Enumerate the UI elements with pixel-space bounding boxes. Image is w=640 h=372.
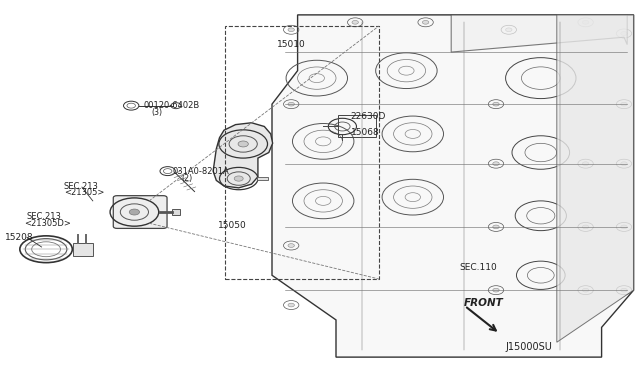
Text: (2): (2) [181,174,193,183]
Circle shape [288,28,294,32]
Text: SEC.110: SEC.110 [460,263,497,272]
Circle shape [582,288,589,292]
Circle shape [621,288,627,292]
Circle shape [582,225,589,229]
Circle shape [506,28,512,32]
Bar [172,209,180,215]
Text: 00120-6402B: 00120-6402B [144,101,200,110]
Circle shape [621,162,627,166]
Bar [338,115,376,137]
Circle shape [582,20,589,24]
Circle shape [582,162,589,166]
Bar [225,26,379,279]
Text: 15208: 15208 [5,233,34,242]
Polygon shape [451,15,627,52]
Circle shape [288,244,294,247]
Text: 15010: 15010 [277,40,305,49]
Text: 15050: 15050 [218,221,246,230]
Circle shape [129,209,140,215]
Text: <21305>: <21305> [64,188,104,197]
FancyBboxPatch shape [113,196,167,228]
Circle shape [288,303,294,307]
Circle shape [422,20,429,24]
Circle shape [352,20,358,24]
Polygon shape [272,15,634,357]
Circle shape [621,32,627,35]
Text: SEC.213: SEC.213 [27,212,61,221]
Text: J15000SU: J15000SU [506,342,552,352]
Circle shape [493,162,499,166]
Bar [257,177,268,180]
Text: 031A0-8201A: 031A0-8201A [173,167,230,176]
Circle shape [238,141,248,147]
Bar [73,243,93,256]
Polygon shape [213,123,273,188]
Text: FRONT: FRONT [463,298,503,308]
Circle shape [493,102,499,106]
Text: <21305D>: <21305D> [24,219,71,228]
Polygon shape [557,15,634,342]
Text: 22630D: 22630D [351,112,386,121]
Circle shape [493,225,499,229]
Circle shape [621,102,627,106]
Circle shape [288,102,294,106]
Circle shape [493,288,499,292]
Text: (3): (3) [152,108,163,117]
Text: SEC.213: SEC.213 [64,182,99,190]
Text: 15068: 15068 [351,128,380,137]
Circle shape [621,225,627,229]
Circle shape [234,176,243,181]
